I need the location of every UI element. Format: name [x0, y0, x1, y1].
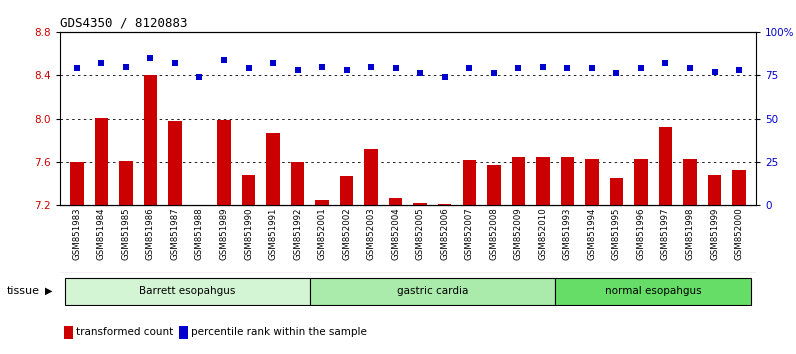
Point: [463, 65, 476, 71]
Bar: [555, 278, 751, 305]
Point: [340, 67, 353, 73]
Text: GSM851983: GSM851983: [72, 207, 81, 260]
Bar: [659, 127, 672, 205]
Point: [414, 71, 427, 76]
Bar: [119, 161, 133, 205]
Point: [71, 65, 84, 71]
Point: [217, 57, 230, 62]
Text: GDS4350 / 8120883: GDS4350 / 8120883: [60, 16, 187, 29]
Text: GSM852004: GSM852004: [391, 207, 400, 260]
Point: [95, 60, 107, 66]
Bar: [536, 156, 549, 205]
Text: GSM852005: GSM852005: [416, 207, 425, 260]
Bar: [217, 120, 231, 205]
Point: [316, 64, 329, 69]
Point: [365, 64, 377, 69]
Bar: [610, 178, 623, 205]
Text: GSM852009: GSM852009: [513, 207, 523, 260]
Bar: [487, 165, 501, 205]
Bar: [389, 198, 403, 205]
Text: GSM852010: GSM852010: [538, 207, 548, 260]
Text: GSM852002: GSM852002: [342, 207, 351, 260]
Bar: [242, 175, 256, 205]
Text: percentile rank within the sample: percentile rank within the sample: [191, 327, 367, 337]
Text: GSM852000: GSM852000: [735, 207, 743, 260]
Point: [291, 67, 304, 73]
Text: GSM851984: GSM851984: [97, 207, 106, 260]
Bar: [315, 200, 329, 205]
Text: gastric cardia: gastric cardia: [396, 286, 468, 296]
Point: [684, 65, 696, 71]
Text: GSM851985: GSM851985: [122, 207, 131, 260]
Text: GSM851998: GSM851998: [685, 207, 694, 260]
Point: [193, 74, 206, 80]
Text: transformed count: transformed count: [76, 327, 174, 337]
Text: GSM852007: GSM852007: [465, 207, 474, 260]
Bar: [168, 121, 181, 205]
Point: [439, 74, 451, 80]
Text: GSM851987: GSM851987: [170, 207, 179, 260]
Text: GSM852006: GSM852006: [440, 207, 449, 260]
Bar: [70, 162, 84, 205]
Point: [242, 65, 255, 71]
Point: [487, 71, 500, 76]
Point: [119, 64, 132, 69]
Text: GSM851996: GSM851996: [637, 207, 646, 260]
Bar: [708, 175, 721, 205]
Text: GSM851997: GSM851997: [661, 207, 670, 260]
Bar: [95, 118, 108, 205]
Bar: [310, 278, 555, 305]
Text: GSM851999: GSM851999: [710, 207, 719, 260]
Text: GSM851988: GSM851988: [195, 207, 204, 260]
Point: [537, 64, 549, 69]
Bar: [291, 162, 304, 205]
Bar: [179, 326, 188, 339]
Text: GSM851990: GSM851990: [244, 207, 253, 260]
Text: ▶: ▶: [45, 286, 52, 296]
Bar: [683, 159, 696, 205]
Bar: [340, 176, 353, 205]
Bar: [413, 203, 427, 205]
Bar: [462, 160, 476, 205]
Bar: [64, 326, 73, 339]
Point: [659, 60, 672, 66]
Text: tissue: tissue: [6, 286, 39, 296]
Text: GSM851991: GSM851991: [268, 207, 278, 260]
Text: Barrett esopahgus: Barrett esopahgus: [139, 286, 236, 296]
Bar: [64, 278, 310, 305]
Point: [389, 65, 402, 71]
Text: GSM851993: GSM851993: [563, 207, 572, 260]
Bar: [634, 159, 648, 205]
Bar: [438, 204, 451, 205]
Point: [634, 65, 647, 71]
Point: [169, 60, 181, 66]
Point: [267, 60, 279, 66]
Bar: [267, 133, 280, 205]
Text: GSM851989: GSM851989: [220, 207, 228, 260]
Bar: [560, 156, 574, 205]
Text: normal esopahgus: normal esopahgus: [605, 286, 701, 296]
Point: [512, 65, 525, 71]
Text: GSM851995: GSM851995: [612, 207, 621, 260]
Bar: [144, 75, 157, 205]
Point: [732, 67, 745, 73]
Bar: [365, 149, 378, 205]
Point: [144, 55, 157, 61]
Point: [610, 71, 622, 76]
Point: [561, 65, 574, 71]
Text: GSM852001: GSM852001: [318, 207, 326, 260]
Text: GSM851992: GSM851992: [293, 207, 302, 260]
Text: GSM851986: GSM851986: [146, 207, 155, 260]
Text: GSM852008: GSM852008: [490, 207, 498, 260]
Bar: [585, 159, 599, 205]
Text: GSM851994: GSM851994: [587, 207, 596, 260]
Bar: [512, 156, 525, 205]
Text: GSM852003: GSM852003: [367, 207, 376, 260]
Point: [708, 69, 721, 75]
Point: [586, 65, 599, 71]
Bar: [732, 170, 746, 205]
